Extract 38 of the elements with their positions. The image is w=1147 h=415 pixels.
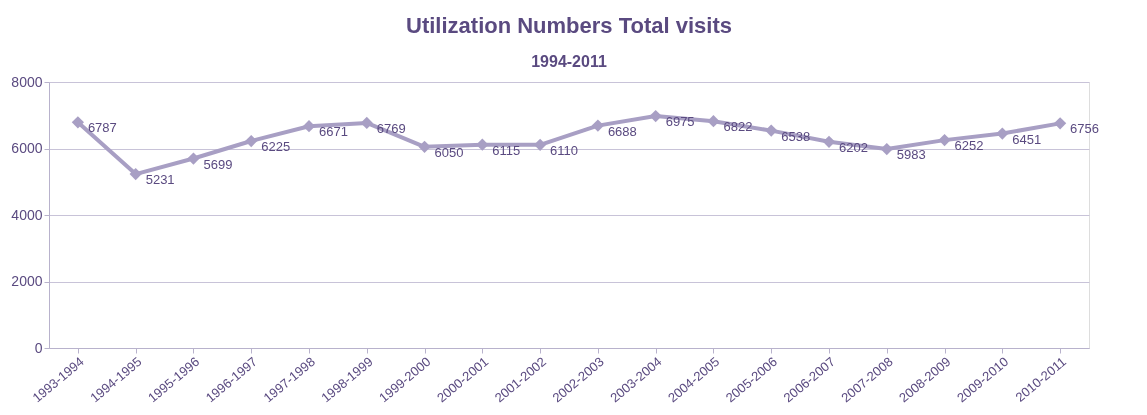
point [187,152,200,165]
point [649,109,662,123]
y-tick-label: 8000 [11,73,43,90]
point [71,116,85,129]
data-label: 5983 [896,147,926,163]
data-label: 6975 [665,114,695,130]
point [360,116,373,130]
data-label: 5231 [145,172,175,188]
point [129,167,142,181]
y-tick-label: 6000 [11,140,43,156]
point [938,134,951,147]
data-label: 6252 [954,138,984,154]
point [591,119,605,132]
y-tick-label: 2000 [11,273,43,289]
data-label: 6688 [607,123,637,139]
point [880,142,893,156]
data-label: 6769 [376,120,406,136]
data-label: 6115 [492,142,521,158]
data-label: 6538 [781,128,811,144]
point [822,135,836,148]
point [1053,117,1067,130]
data-label: 6202 [839,139,868,155]
data-label: 5699 [203,156,233,172]
data-label: 6787 [87,120,117,136]
data-label: 6225 [261,139,291,155]
data-label: 6451 [1012,131,1042,147]
data-label: 6822 [723,119,753,135]
data-label: 6110 [550,142,579,158]
data-label: 6671 [319,124,348,140]
chart-subtitle: 1994-2011 [531,53,607,70]
data-label: 6756 [1070,121,1100,137]
y-tick-label: 4000 [11,206,43,223]
point [245,134,258,148]
chart-title: Utilization Numbers Total visits [406,13,732,38]
point [765,124,778,137]
data-label: 6050 [434,144,464,160]
y-tick-label: 0 [34,339,43,356]
point [533,138,547,151]
